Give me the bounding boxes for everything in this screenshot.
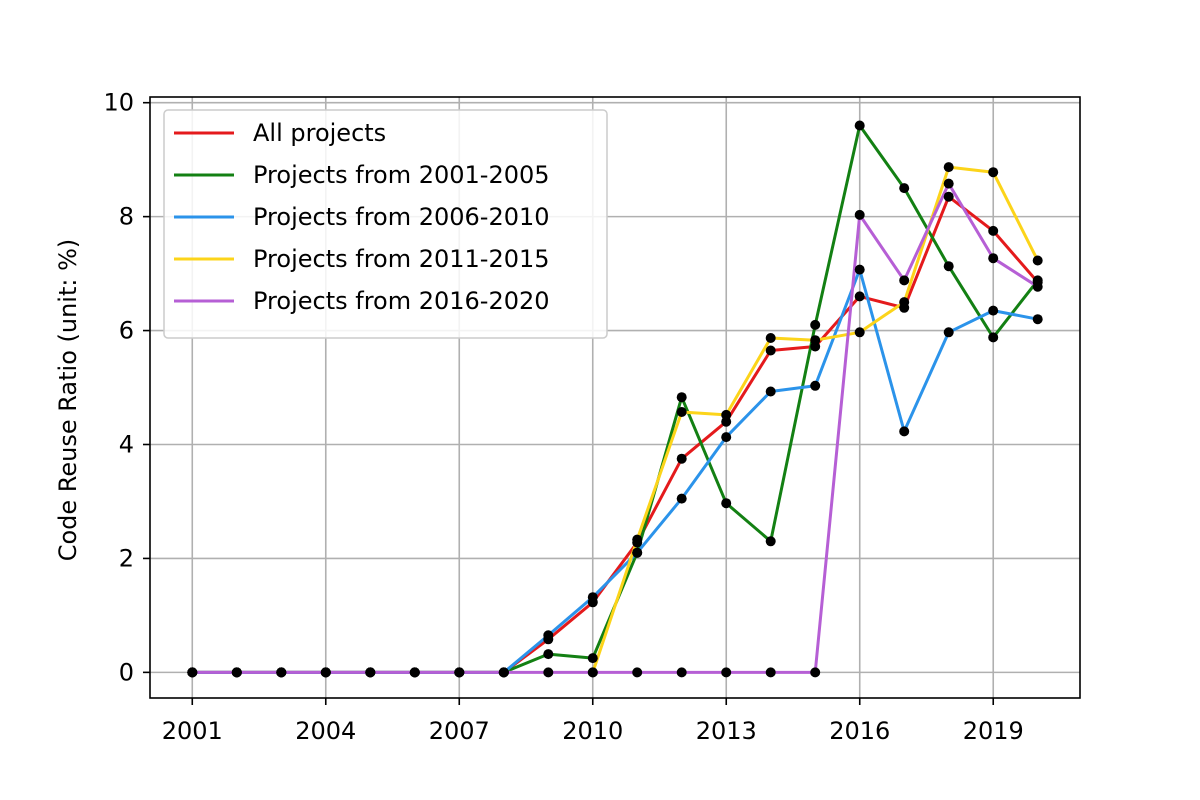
data-point	[365, 667, 376, 678]
data-point	[988, 253, 999, 264]
data-point	[943, 327, 954, 338]
data-point	[765, 667, 776, 678]
axis-ticks: 2001 2004 2007 2010 2013 2016 2019 0 2 4 6 8 10	[103, 89, 1023, 745]
data-point	[810, 335, 821, 346]
data-point	[854, 327, 865, 338]
legend-box	[163, 109, 608, 339]
data-point	[988, 225, 999, 236]
data-point	[765, 345, 776, 356]
data-point	[543, 649, 554, 660]
legend-entry-label: Projects from 2006-2010	[253, 203, 550, 231]
data-point	[765, 333, 776, 343]
data-point	[854, 209, 865, 220]
data-point	[587, 667, 598, 678]
data-point	[1032, 281, 1043, 292]
data-point	[899, 297, 910, 308]
x-tick-label: 2004	[295, 717, 356, 745]
legend: All projects Projects from 2001-2005 Proje…	[163, 109, 608, 339]
data-point	[632, 667, 643, 678]
data-point	[498, 667, 509, 678]
data-point	[231, 667, 242, 678]
plot-frame	[149, 96, 1081, 699]
y-tick-label: 8	[119, 203, 134, 231]
data-point	[276, 667, 287, 678]
data-point	[676, 453, 687, 464]
y-tick-label: 6	[119, 317, 134, 345]
x-tick-label: 2016	[829, 717, 890, 745]
data-point-markers	[187, 120, 1043, 678]
y-tick-label: 4	[119, 430, 134, 458]
data-point	[988, 305, 999, 316]
data-point	[676, 392, 687, 403]
data-point	[721, 432, 732, 443]
x-tick-label: 2010	[562, 717, 623, 745]
data-point	[676, 493, 687, 504]
data-point	[899, 183, 910, 194]
data-point	[187, 667, 198, 678]
data-point	[988, 167, 999, 178]
data-point	[409, 667, 420, 678]
x-tick-label: 2019	[963, 717, 1024, 745]
legend-entry-label: Projects from 2001-2005	[253, 161, 550, 189]
x-tick-label: 2013	[696, 717, 757, 745]
data-point	[765, 536, 776, 547]
data-point	[721, 667, 732, 678]
legend-entry-label: Projects from 2011-2015	[253, 245, 550, 273]
y-tick-label: 0	[119, 658, 134, 686]
data-point	[632, 534, 643, 545]
y-axis-label: Code Reuse Ratio (unit: %)	[54, 239, 82, 562]
data-point	[1032, 314, 1043, 325]
data-point	[765, 386, 776, 397]
data-point	[988, 332, 999, 343]
data-point	[320, 667, 331, 678]
data-point	[1032, 255, 1043, 266]
data-point	[943, 191, 954, 202]
data-point	[676, 407, 687, 417]
data-point	[810, 319, 821, 330]
data-point	[721, 409, 732, 420]
data-point	[899, 275, 910, 286]
data-point	[454, 667, 465, 678]
y-tick-label: 10	[103, 89, 134, 117]
legend-entry-label: Projects from 2016-2020	[253, 287, 550, 315]
data-point	[632, 547, 643, 558]
data-point	[810, 380, 821, 391]
series-lines	[190, 124, 1040, 674]
data-point	[543, 667, 554, 678]
data-point	[943, 261, 954, 272]
x-tick-label: 2001	[162, 717, 223, 745]
x-tick-label: 2007	[429, 717, 490, 745]
data-point	[543, 630, 554, 641]
data-point	[587, 592, 598, 603]
data-point	[587, 653, 598, 664]
data-point	[899, 426, 910, 437]
data-point	[810, 667, 821, 678]
data-point	[854, 264, 865, 275]
data-point	[721, 498, 732, 509]
data-point	[943, 162, 954, 173]
series-line	[190, 182, 1040, 674]
data-point	[854, 291, 865, 302]
legend-entry-label: All projects	[253, 119, 386, 147]
data-point	[943, 178, 954, 189]
y-tick-label: 2	[119, 544, 134, 572]
data-point	[854, 120, 865, 131]
data-point	[676, 667, 687, 678]
